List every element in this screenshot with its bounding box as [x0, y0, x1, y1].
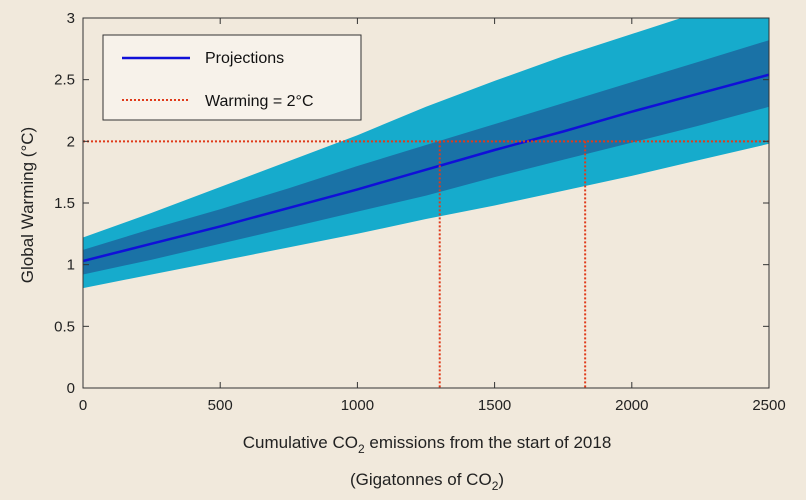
- x-tick-label-0: 0: [79, 397, 87, 414]
- legend: Projections Warming = 2°C: [102, 34, 362, 121]
- x-tick-label-3: 1500: [478, 397, 511, 414]
- x-tick-label-4: 2000: [615, 397, 648, 414]
- y-axis-label: Global Warming (°C): [18, 127, 37, 283]
- y-tick-label-4: 2: [67, 133, 75, 150]
- x-axis-label2-main: (Gigatonnes of CO: [350, 470, 492, 489]
- x-tick-label-2: 1000: [341, 397, 374, 414]
- x-tick-label-5: 2500: [752, 397, 785, 414]
- legend-label-projections: Projections: [205, 50, 284, 67]
- y-tick-label-1: 0.5: [54, 318, 75, 335]
- x-axis-label-line1: Cumulative CO2 emissions from the start …: [243, 433, 612, 456]
- legend-box: [102, 34, 362, 121]
- y-tick-label-5: 2.5: [54, 72, 75, 89]
- x-axis-label-subscript: 2: [358, 442, 365, 456]
- y-tick-label-2: 1: [67, 257, 75, 274]
- y-tick-label-3: 1.5: [54, 195, 75, 212]
- projection-line: [83, 73, 769, 263]
- plot-area: 0 500 1000 1500 2000 2500 0 0.5 1 1.5 2 2.5 3: [54, 10, 786, 414]
- x-axis-label-main: Cumulative CO: [243, 433, 358, 452]
- x-axis-label-rest: emissions from the start of 2018: [365, 433, 612, 452]
- x-axis-label2-rest: ): [498, 470, 504, 489]
- clipped-plot-content: [83, 18, 769, 388]
- legend-label-threshold: Warming = 2°C: [205, 93, 314, 110]
- x-axis-label-line2: (Gigatonnes of CO2): [350, 470, 504, 493]
- y-tick-label-0: 0: [67, 380, 75, 397]
- x-axis-label2-subscript: 2: [492, 479, 499, 493]
- x-tick-label-1: 500: [208, 397, 233, 414]
- y-tick-label-6: 3: [67, 10, 75, 27]
